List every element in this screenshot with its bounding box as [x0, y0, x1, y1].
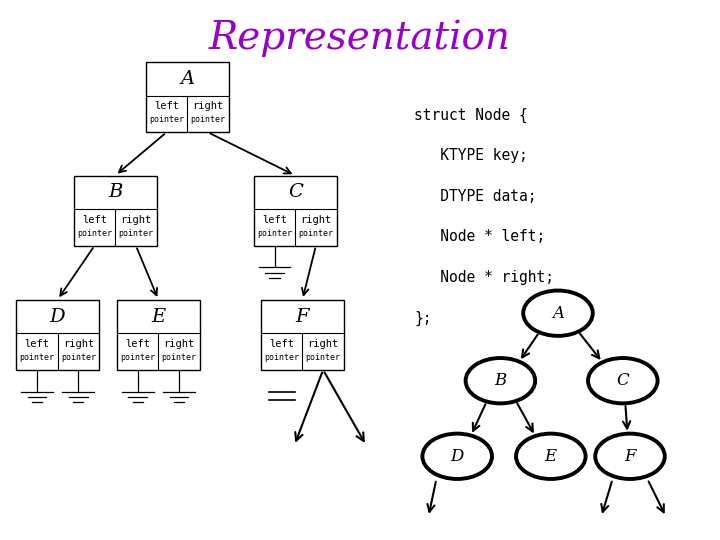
Bar [261, 300, 344, 370]
Text: left: left [82, 215, 107, 225]
Text: pointer: pointer [264, 353, 300, 362]
Text: pointer: pointer [118, 228, 153, 238]
Text: F: F [296, 308, 309, 326]
Text: left: left [24, 339, 50, 349]
Text: struct Node {: struct Node { [414, 108, 528, 123]
Bar [253, 176, 336, 246]
Bar [74, 176, 157, 246]
Text: KTYPE key;: KTYPE key; [414, 148, 528, 164]
Text: DTYPE data;: DTYPE data; [414, 189, 536, 204]
Text: left: left [125, 339, 150, 349]
Text: right: right [63, 339, 94, 349]
Text: left: left [269, 339, 294, 349]
Bar [117, 300, 200, 370]
Text: pointer: pointer [19, 353, 55, 362]
Text: left: left [262, 215, 287, 225]
Text: pointer: pointer [149, 115, 184, 124]
Text: A: A [552, 305, 564, 322]
Text: E: E [151, 308, 166, 326]
Text: E: E [545, 448, 557, 465]
Text: Representation: Representation [209, 19, 511, 57]
Text: D: D [50, 308, 66, 326]
Text: A: A [180, 70, 194, 88]
Text: right: right [192, 102, 223, 111]
Ellipse shape [595, 434, 665, 479]
Text: };: }; [414, 310, 431, 326]
Text: left: left [154, 102, 179, 111]
Text: right: right [307, 339, 338, 349]
Text: Node * right;: Node * right; [414, 270, 554, 285]
Text: right: right [120, 215, 151, 225]
Bar [16, 300, 99, 370]
Text: D: D [451, 448, 464, 465]
Text: pointer: pointer [120, 353, 156, 362]
Text: pointer: pointer [257, 228, 292, 238]
Text: right: right [163, 339, 194, 349]
Text: B: B [108, 184, 122, 201]
Ellipse shape [588, 358, 657, 403]
Text: right: right [300, 215, 331, 225]
Text: pointer: pointer [77, 228, 112, 238]
Ellipse shape [423, 434, 492, 479]
Text: pointer: pointer [298, 228, 333, 238]
Text: C: C [616, 372, 629, 389]
Text: pointer: pointer [190, 115, 225, 124]
Text: F: F [624, 448, 636, 465]
Text: C: C [288, 184, 302, 201]
Text: pointer: pointer [305, 353, 341, 362]
Ellipse shape [516, 434, 585, 479]
Ellipse shape [523, 291, 593, 336]
Ellipse shape [466, 358, 535, 403]
Text: Node * left;: Node * left; [414, 230, 545, 245]
Bar [145, 62, 229, 132]
Text: B: B [494, 372, 507, 389]
Text: pointer: pointer [60, 353, 96, 362]
Text: pointer: pointer [161, 353, 197, 362]
